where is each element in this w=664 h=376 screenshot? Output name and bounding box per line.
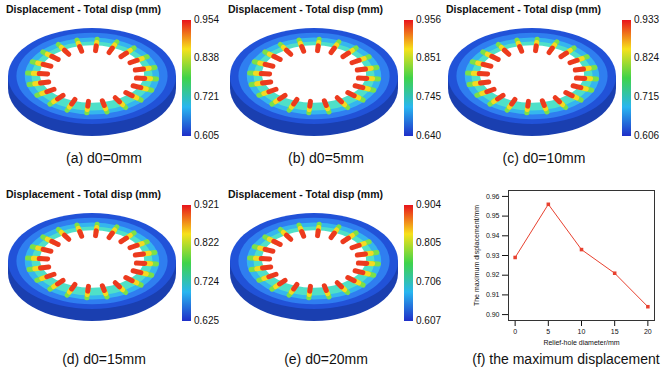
svg-text:10: 10 (578, 328, 586, 335)
svg-text:0.838: 0.838 (194, 52, 219, 63)
svg-text:0.96: 0.96 (486, 193, 500, 200)
svg-text:0.607: 0.607 (416, 315, 441, 326)
svg-text:0.92: 0.92 (486, 271, 500, 278)
svg-text:0.933: 0.933 (634, 14, 659, 25)
svg-text:0.606: 0.606 (634, 130, 659, 141)
svg-text:0.95: 0.95 (486, 212, 500, 219)
svg-text:0.605: 0.605 (194, 130, 219, 141)
svg-text:0.625: 0.625 (194, 315, 219, 326)
svg-text:Displacement - Total disp (mm): Displacement - Total disp (mm) (228, 3, 383, 15)
svg-text:Relief-hole diameter/mm: Relief-hole diameter/mm (543, 339, 619, 346)
svg-text:0.90: 0.90 (486, 311, 500, 318)
svg-text:Displacement - Total disp (mm): Displacement - Total disp (mm) (6, 3, 161, 15)
svg-text:0.824: 0.824 (634, 52, 659, 63)
svg-text:0.956: 0.956 (416, 14, 441, 25)
svg-text:0.851: 0.851 (416, 52, 441, 63)
svg-text:0.715: 0.715 (634, 91, 659, 102)
svg-text:0.94: 0.94 (486, 232, 500, 239)
svg-text:0.640: 0.640 (416, 130, 441, 141)
svg-text:0.921: 0.921 (194, 199, 219, 210)
svg-text:0.805: 0.805 (416, 237, 441, 248)
svg-text:Displacement - Total disp (mm): Displacement - Total disp (mm) (6, 188, 161, 200)
svg-text:0.721: 0.721 (194, 91, 219, 102)
svg-text:0.745: 0.745 (416, 91, 441, 102)
svg-text:The maximum displacement/mm: The maximum displacement/mm (473, 205, 481, 306)
svg-text:0.954: 0.954 (194, 14, 219, 25)
svg-text:(f) the maximum displacement: (f) the maximum displacement (472, 351, 660, 367)
svg-text:(c) d0=10mm: (c) d0=10mm (503, 150, 586, 166)
svg-text:Displacement - Total disp (mm): Displacement - Total disp (mm) (446, 3, 601, 15)
svg-text:0.91: 0.91 (486, 291, 500, 298)
svg-text:(d) d0=15mm: (d) d0=15mm (62, 351, 146, 367)
svg-text:(b) d0=5mm: (b) d0=5mm (288, 150, 364, 166)
svg-text:0.904: 0.904 (416, 199, 441, 210)
svg-text:0.822: 0.822 (194, 237, 219, 248)
svg-text:20: 20 (644, 328, 652, 335)
svg-text:5: 5 (546, 328, 550, 335)
svg-text:15: 15 (611, 328, 619, 335)
svg-text:Displacement - Total disp (mm): Displacement - Total disp (mm) (228, 188, 383, 200)
svg-text:0.93: 0.93 (486, 252, 500, 259)
svg-text:(e) d0=20mm: (e) d0=20mm (284, 351, 368, 367)
svg-text:0: 0 (513, 328, 517, 335)
svg-text:0.724: 0.724 (194, 276, 219, 287)
svg-text:0.706: 0.706 (416, 276, 441, 287)
svg-text:(a) d0=0mm: (a) d0=0mm (66, 150, 142, 166)
